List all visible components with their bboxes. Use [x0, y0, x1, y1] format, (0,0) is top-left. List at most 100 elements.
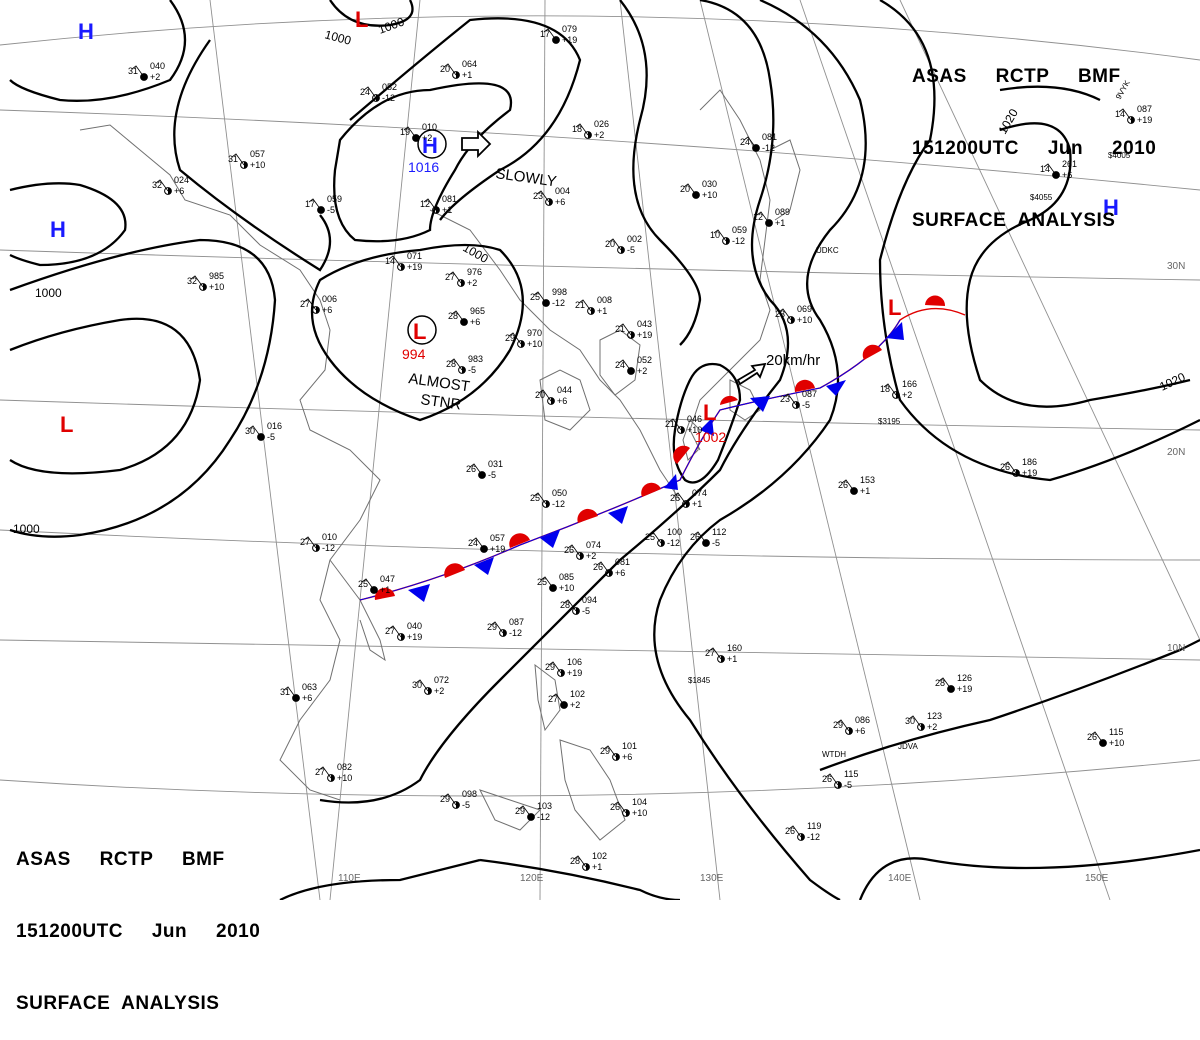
station-plot: 26 115+10	[1087, 727, 1124, 748]
station-plot: 25 050-12	[530, 488, 567, 509]
station-temperature: 24	[468, 538, 478, 548]
station-tendency: +10	[250, 160, 265, 170]
wind-barb	[538, 389, 552, 402]
wind-barb	[673, 492, 687, 505]
frontal-boundary-blue	[359, 319, 901, 601]
header-top-right: ASAS RCTP BMF 151200UTC Jun 2010 SURFACE…	[912, 17, 1156, 257]
station-temperature: 14	[385, 256, 395, 266]
station-tendency: +6	[555, 197, 565, 207]
wind-barb	[449, 358, 463, 371]
station-tendency: +2	[594, 130, 604, 140]
station-pressure: 119	[807, 821, 821, 831]
low-center-value: 994	[402, 346, 426, 362]
station-plot: 28 126+19	[935, 673, 972, 694]
station-plot: 20 044+6	[535, 385, 572, 406]
station-pressure: 985	[209, 271, 224, 281]
lon-label: 120E	[520, 873, 544, 884]
station-pressure: 102	[570, 689, 585, 699]
wind-barb	[778, 308, 792, 321]
wind-barb	[303, 298, 317, 311]
station-temperature: 29	[487, 622, 497, 632]
station-temperature: 29	[833, 720, 843, 730]
ship-id: $3195	[878, 417, 901, 426]
station-plot: 12 089+1	[753, 207, 790, 228]
station-tendency: -5	[462, 800, 470, 810]
station-plot: 27 082+10	[315, 762, 352, 783]
header-datetime: 151200UTC Jun 2010	[912, 138, 1157, 159]
station-pressure: 006	[322, 294, 337, 304]
station-pressure: 965	[470, 306, 485, 316]
station-pressure: 074	[586, 540, 601, 550]
station-temperature: 20	[440, 64, 450, 74]
station-pressure: 160	[727, 643, 742, 653]
station-plot: 26 031-5	[466, 459, 503, 480]
low-center: L	[60, 412, 73, 437]
station-pressure: 063	[302, 682, 317, 692]
wind-barb	[603, 745, 617, 758]
weather-map: 1000 1000 1000 1000 1000 1020 1020	[0, 0, 1200, 900]
wind-barb	[443, 793, 457, 806]
station-tendency: +6	[174, 186, 184, 196]
wind-barb	[363, 86, 377, 99]
wind-barb	[543, 28, 557, 41]
label-speed: 20km/hr	[766, 352, 820, 369]
wind-barb	[693, 531, 707, 544]
lat-label: 10N	[1167, 643, 1185, 654]
station-plot: 14 261+6	[1040, 159, 1077, 180]
wind-barb	[1090, 731, 1104, 744]
wind-barb	[883, 383, 897, 396]
station-tendency: +19	[1022, 468, 1037, 478]
station-temperature: 27	[315, 767, 325, 777]
station-tendency: +10	[337, 773, 352, 783]
wind-barb	[567, 544, 581, 557]
station-temperature: 24	[360, 87, 370, 97]
station-temperature: 26	[564, 545, 574, 555]
station-plot: 18 166+2	[880, 379, 917, 400]
station-tendency: +6	[322, 305, 332, 315]
station-tendency: -5	[844, 780, 852, 790]
warm-front-semicircles	[374, 295, 946, 600]
station-pressure: 057	[250, 149, 265, 159]
grid-labels: 110E 120E 130E 140E 150E 30N 20N 10N	[338, 261, 1185, 884]
station-plot: 30 016-5	[245, 421, 282, 442]
station-tendency: +6	[470, 317, 480, 327]
isobar-label: 1000	[13, 522, 40, 536]
station-pressure: 010	[422, 122, 437, 132]
ship-id: $4055	[1030, 193, 1053, 202]
low-center: L	[413, 319, 426, 344]
header-agency: ASAS RCTP BMF	[16, 849, 225, 870]
wind-barb	[756, 211, 770, 224]
wind-barb	[231, 153, 245, 166]
wind-barb	[548, 661, 562, 674]
station-pressure: 104	[632, 797, 647, 807]
ship-id: WTDH	[822, 750, 846, 759]
station-temperature: 28	[935, 678, 945, 688]
motion-arrows	[461, 129, 767, 386]
station-pressure: 052	[637, 355, 652, 365]
header-bottom-left: ASAS RCTP BMF 151200UTC Jun 2010 SURFACE…	[16, 800, 260, 1040]
station-tendency: -12	[732, 236, 745, 246]
station-tendency: +1	[692, 499, 702, 509]
station-tendency: -5	[627, 245, 635, 255]
station-plot: 28 983-5	[446, 354, 483, 375]
station-temperature: 14	[1115, 109, 1125, 119]
wind-barb	[361, 578, 375, 591]
station-tendency: -12	[762, 143, 775, 153]
station-pressure: 031	[488, 459, 503, 469]
low-center: L	[355, 7, 368, 32]
station-pressure: 086	[855, 715, 870, 725]
station-tendency: +19	[490, 544, 505, 554]
station-pressure: 081	[615, 557, 630, 567]
station-temperature: 14	[1040, 164, 1050, 174]
station-plot: 14 087+19	[1115, 104, 1152, 125]
station-tendency: +10	[1109, 738, 1124, 748]
station-tendency: +19	[1137, 115, 1152, 125]
ship-id: $4005	[1108, 151, 1131, 160]
station-pressure: 059	[732, 225, 747, 235]
station-temperature: 25	[530, 493, 540, 503]
lon-label: 140E	[888, 873, 912, 884]
station-temperature: 25	[358, 579, 368, 589]
station-plot: 26 104+10	[610, 797, 647, 818]
station-temperature: 27	[445, 272, 455, 282]
